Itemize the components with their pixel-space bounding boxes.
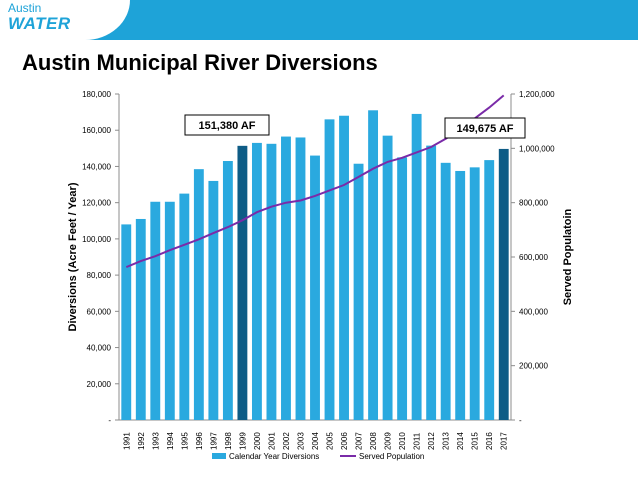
bar-1997 <box>208 180 219 420</box>
served-population-line <box>125 94 505 269</box>
y-tick-label: 80,000 <box>87 271 112 280</box>
legend-swatch-diversions <box>212 453 226 459</box>
annotation-label: 151,380 AF <box>198 120 255 132</box>
y-tick-label: 160,000 <box>82 126 111 135</box>
y2-tick-label: 800,000 <box>519 199 548 208</box>
bar-2003 <box>295 137 306 420</box>
x-tick-label: 1994 <box>166 432 175 450</box>
bar-2011 <box>411 113 422 420</box>
bar-2001 <box>266 143 277 421</box>
bar-1993 <box>150 201 161 420</box>
logo-line-2: WATER <box>8 14 71 33</box>
y2-tick-label: - <box>519 416 522 425</box>
y-tick-label: 100,000 <box>82 235 111 244</box>
x-tick-label: 2009 <box>384 432 393 450</box>
x-tick-label: 1991 <box>122 432 131 450</box>
y2-tick-label: 1,000,000 <box>519 144 555 153</box>
bar-1996 <box>193 169 204 420</box>
x-tick-label: 2000 <box>253 432 262 450</box>
bar-2015 <box>469 167 480 420</box>
y-tick-label: - <box>108 416 111 425</box>
y2-axis-title: Served Populatoin <box>562 208 574 305</box>
bar-2006 <box>339 115 349 420</box>
y2-tick-label: 200,000 <box>519 362 548 371</box>
x-tick-label: 2014 <box>456 432 465 450</box>
x-tick-label: 1992 <box>137 432 146 450</box>
x-tick-label: 2002 <box>282 432 291 450</box>
x-tick-label: 1996 <box>195 432 204 450</box>
y-tick-label: 20,000 <box>87 380 112 389</box>
x-tick-label: 1999 <box>238 432 247 450</box>
legend-label-diversions: Calendar Year Diversions <box>229 452 319 461</box>
x-tick-label: 2007 <box>355 432 364 450</box>
bar-1995 <box>179 193 190 420</box>
y-tick-label: 40,000 <box>87 344 112 353</box>
austin-water-logo: Austin WATER <box>8 2 71 32</box>
bar-2012 <box>426 145 437 420</box>
x-tick-label: 2001 <box>267 432 276 450</box>
bar-2005 <box>324 119 335 420</box>
x-tick-label: 1997 <box>209 432 218 450</box>
x-tick-label: 1993 <box>151 432 160 450</box>
y-axis-title: Diversions (Acre Feet / Year) <box>67 182 79 331</box>
x-tick-label: 1995 <box>180 432 189 450</box>
x-tick-label: 2004 <box>311 432 320 450</box>
legend-label-population: Served Population <box>359 452 424 461</box>
y2-tick-label: 400,000 <box>519 307 548 316</box>
bar-1999 <box>237 145 248 421</box>
y-tick-label: 180,000 <box>82 90 111 99</box>
x-tick-label: 2008 <box>369 432 378 450</box>
annotation-box <box>184 114 270 136</box>
slide-title: Austin Municipal River Diversions <box>22 50 378 75</box>
annotation-label: 149,675 AF <box>456 123 513 135</box>
bar-2008 <box>368 110 379 421</box>
x-tick-label: 2010 <box>398 432 407 450</box>
bar-1991 <box>121 224 132 420</box>
x-tick-label: 2003 <box>296 432 305 450</box>
x-tick-label: 2015 <box>471 432 480 450</box>
y-tick-label: 60,000 <box>87 307 112 316</box>
bar-2014 <box>455 170 466 420</box>
bar-1992 <box>135 218 146 420</box>
x-tick-label: 1998 <box>224 432 233 450</box>
x-tick-label: 2016 <box>485 432 494 450</box>
annotation-box <box>444 117 526 139</box>
x-tick-label: 2017 <box>500 432 509 450</box>
logo-line-1: Austin <box>8 1 42 15</box>
x-tick-label: 2013 <box>442 432 451 450</box>
x-tick-label: 2011 <box>413 432 422 450</box>
logo-background <box>0 0 130 40</box>
bar-2017 <box>498 148 509 421</box>
bar-2004 <box>310 155 320 421</box>
bar-2016 <box>484 160 495 420</box>
bar-2010 <box>397 157 408 420</box>
x-tick-label: 2006 <box>340 432 349 450</box>
y2-tick-label: 1,200,000 <box>519 90 555 99</box>
bar-1998 <box>222 161 233 420</box>
bar-1994 <box>164 201 175 420</box>
bar-2009 <box>382 135 393 420</box>
bar-2007 <box>353 163 364 420</box>
bar-2000 <box>251 142 262 420</box>
x-tick-label: 2005 <box>326 432 335 450</box>
x-tick-label: 2012 <box>427 432 436 450</box>
bar-2002 <box>281 136 291 421</box>
bar-2013 <box>440 162 451 421</box>
y-tick-label: 140,000 <box>82 162 111 171</box>
y2-tick-label: 600,000 <box>519 253 548 262</box>
y-tick-label: 120,000 <box>82 199 111 208</box>
